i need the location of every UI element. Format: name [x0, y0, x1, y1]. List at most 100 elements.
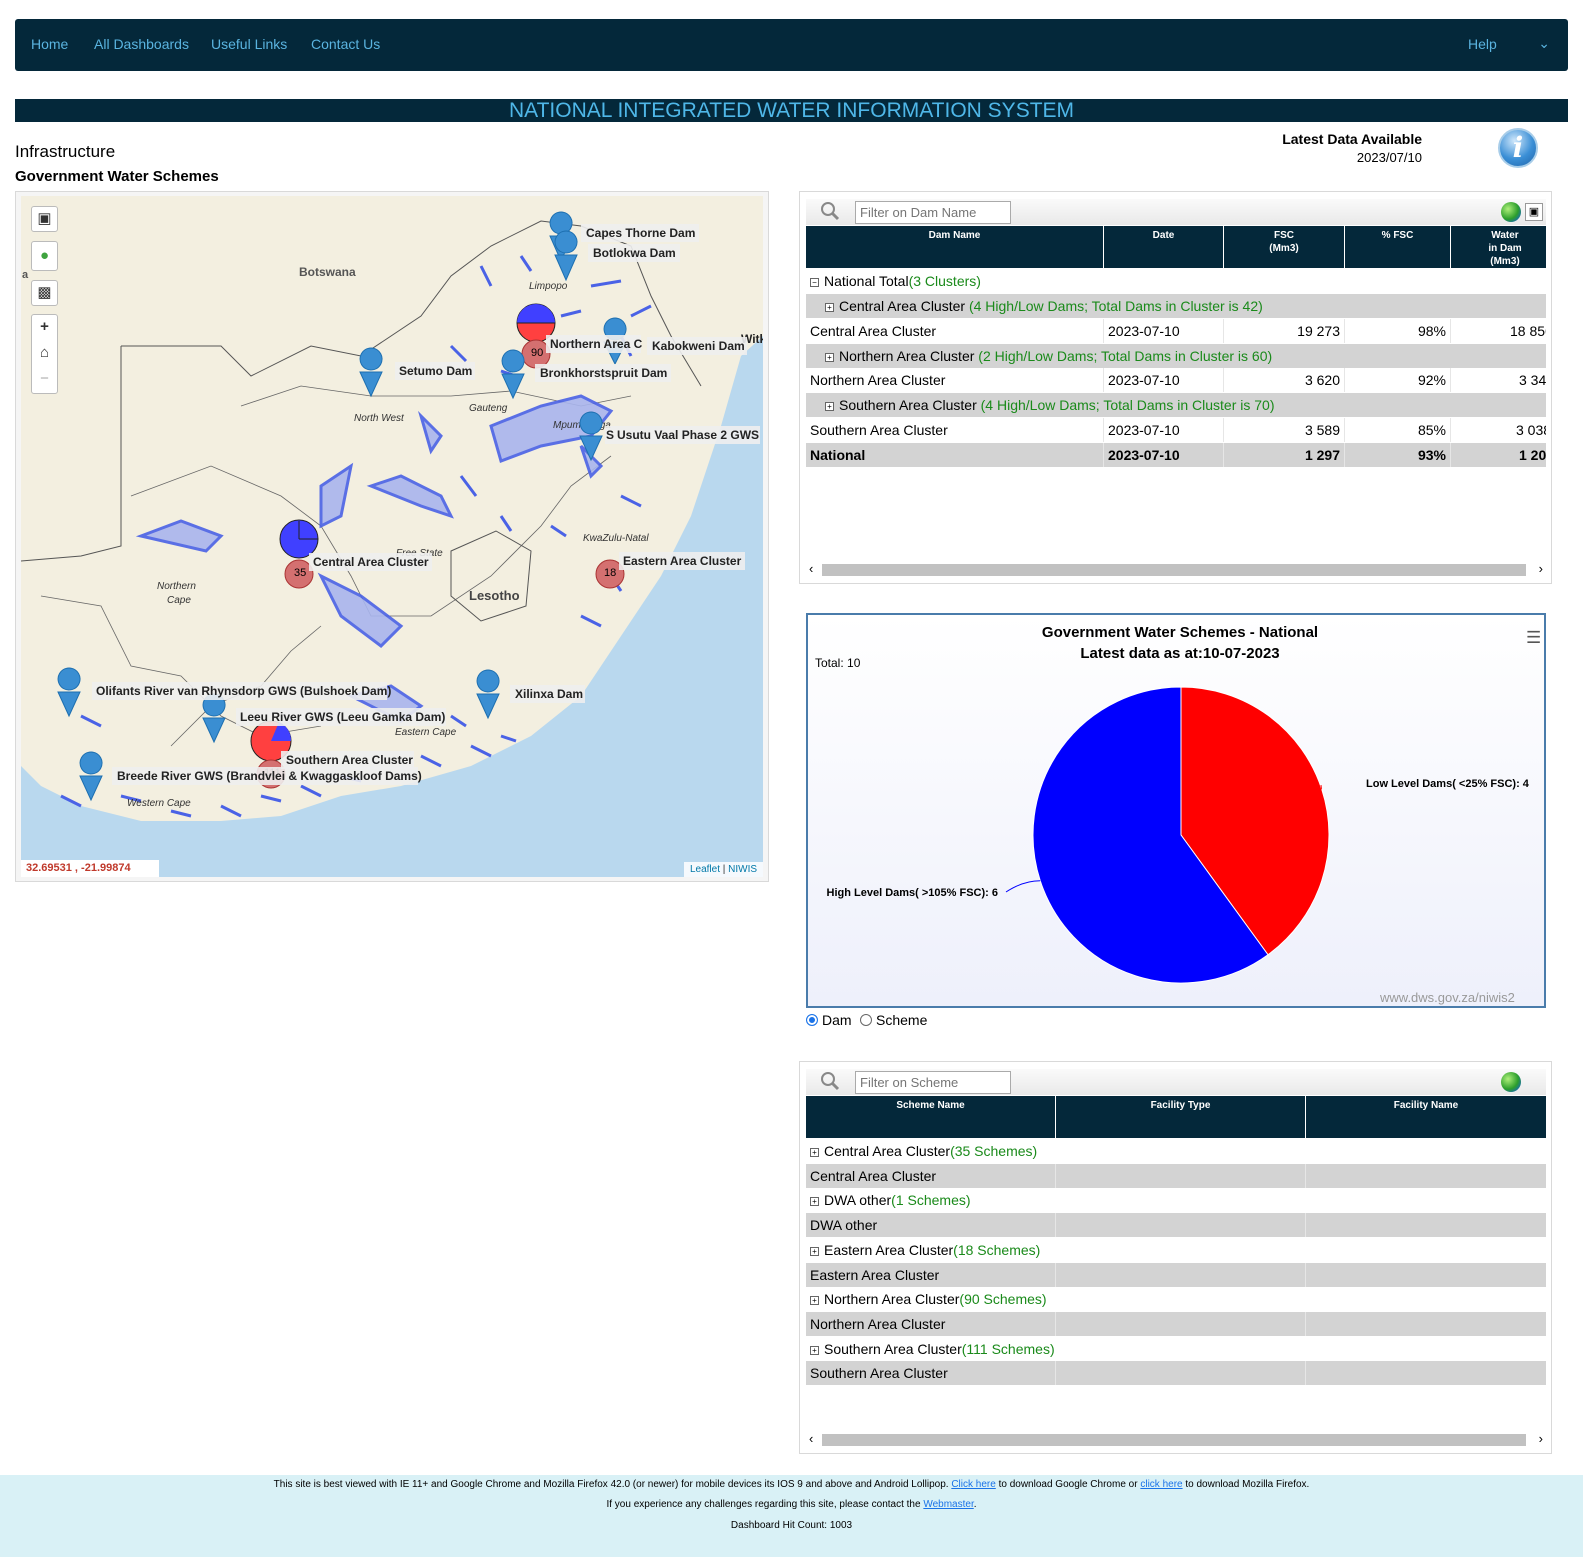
collapse-icon[interactable]: − [810, 278, 819, 287]
zoom-out-button[interactable]: − [40, 370, 49, 387]
nav-home-link[interactable]: Home [31, 36, 69, 52]
expand-icon[interactable]: + [810, 1148, 819, 1157]
nav-all-dashboards-link[interactable]: All Dashboards [94, 36, 189, 52]
marker-label: Leeu River GWS (Leeu Gamka Dam) [240, 710, 445, 724]
radio-scheme[interactable]: Scheme [860, 1012, 927, 1028]
scroll-right-icon[interactable]: › [1538, 1431, 1543, 1446]
group-row[interactable]: + Southern Area Cluster (4 High/Low Dams;… [806, 393, 1546, 417]
leaflet-link[interactable]: Leaflet [689, 864, 720, 875]
national-row[interactable]: National 2023-07-10 1 297 93% 1 205 [806, 443, 1546, 467]
expand-icon[interactable]: + [810, 1247, 819, 1256]
cell-name: Central Area Cluster [806, 319, 1104, 343]
cluster-count: 35 [294, 567, 306, 579]
table-row[interactable]: Southern Area Cluster 2023-07-10 3 589 8… [806, 418, 1546, 442]
col-water-in-dam[interactable]: Water in Dam (Mm3) [1488, 230, 1522, 267]
nav-useful-links-link[interactable]: Useful Links [211, 36, 288, 52]
radio-dam[interactable]: Dam [806, 1012, 852, 1028]
col-date[interactable]: Date [1104, 226, 1224, 268]
locate-button[interactable]: ● [31, 241, 58, 271]
map-view[interactable]: Botswana Limpopo North West Gauteng Mpum… [21, 196, 763, 877]
group-row[interactable]: + Eastern Area Cluster(18 Schemes) [806, 1238, 1546, 1262]
cell-scheme-name: Central Area Cluster [806, 1164, 1056, 1188]
region-label: a [22, 269, 29, 281]
scheme-filter-input[interactable] [855, 1071, 1011, 1094]
cell-water: 3 344 [1515, 368, 1546, 392]
radio-dam-indicator[interactable] [806, 1014, 818, 1026]
group-row[interactable]: + Southern Area Cluster(111 Schemes) [806, 1337, 1546, 1361]
footer-text: to download Mozilla Firefox. [1185, 1479, 1310, 1490]
cluster-marker-northern[interactable]: 90 [516, 303, 556, 369]
table-row[interactable]: Northern Area Cluster [806, 1312, 1546, 1336]
cluster-count: 18 [604, 567, 616, 579]
col-facility-type[interactable]: Facility Type [1056, 1096, 1306, 1138]
webmaster-link[interactable]: Webmaster [923, 1499, 974, 1510]
table-row[interactable]: Southern Area Cluster [806, 1361, 1546, 1385]
fullscreen-icon: ▣ [37, 210, 52, 227]
info-icon[interactable]: i [1498, 128, 1538, 168]
group-label: Southern Area Cluster [839, 397, 977, 413]
radio-scheme-indicator[interactable] [860, 1014, 872, 1026]
scheme-table-scrollbar[interactable]: ‹ › [806, 1431, 1546, 1448]
expand-icon[interactable]: + [825, 303, 834, 312]
table-row[interactable]: Central Area Cluster 2023-07-10 19 273 9… [806, 319, 1546, 343]
cluster-marker-eastern[interactable]: 18 [595, 559, 625, 589]
scroll-left-icon[interactable]: ‹ [809, 561, 814, 576]
expand-icon[interactable]: + [825, 402, 834, 411]
search-icon [821, 1072, 840, 1091]
expand-icon[interactable]: + [810, 1346, 819, 1355]
table-row[interactable]: Eastern Area Cluster [806, 1263, 1546, 1287]
table-row[interactable]: DWA other [806, 1213, 1546, 1237]
col-scheme-name[interactable]: Scheme Name [806, 1096, 1056, 1138]
chrome-download-link[interactable]: Click here [951, 1479, 996, 1490]
table-row[interactable]: Central Area Cluster [806, 1164, 1546, 1188]
cell-name: National [806, 443, 1104, 467]
marker-label: Central Area Cluster [313, 555, 429, 569]
cell-date: 2023-07-10 [1104, 443, 1224, 467]
firefox-download-link[interactable]: click here [1140, 1479, 1183, 1490]
dam-table-scrollbar[interactable]: ‹ › [806, 561, 1546, 578]
footer-text: If you experience any challenges regardi… [606, 1499, 921, 1510]
export-globe-icon[interactable] [1501, 202, 1521, 222]
cluster-marker-central[interactable]: 35 [279, 519, 319, 589]
col-dam-name[interactable]: Dam Name [806, 226, 1104, 268]
land-area [21, 196, 763, 821]
group-row[interactable]: + DWA other(1 Schemes) [806, 1188, 1546, 1212]
footer-text: . [973, 1499, 977, 1510]
expand-icon[interactable]: + [825, 353, 834, 362]
col-fsc[interactable]: FSC (Mm3) [1224, 226, 1345, 268]
home-button[interactable]: ⌂ [32, 341, 57, 367]
nav-help-link[interactable]: Help [1468, 36, 1497, 52]
image-icon: ▩ [37, 284, 52, 301]
col-facility-name[interactable]: Facility Name [1393, 1100, 1459, 1111]
marker-label: S [606, 428, 614, 442]
group-row[interactable]: + Central Area Cluster(35 Schemes) [806, 1139, 1546, 1163]
dam-name-filter-input[interactable] [855, 201, 1011, 224]
expand-icon[interactable]: + [810, 1296, 819, 1305]
col-pct-fsc[interactable]: % FSC [1345, 226, 1451, 268]
export-globe-icon[interactable] [1501, 1072, 1521, 1092]
pie-slice[interactable] [1032, 686, 1269, 984]
group-row[interactable]: + Northern Area Cluster(90 Schemes) [806, 1287, 1546, 1311]
expand-icon[interactable]: ▣ [1525, 203, 1543, 221]
nav-contact-us-link[interactable]: Contact Us [311, 36, 381, 52]
footer-text: to download Google Chrome or [998, 1479, 1138, 1490]
chevron-down-icon[interactable]: ⌄ [1538, 35, 1550, 51]
scroll-right-icon[interactable]: › [1538, 561, 1543, 576]
region-label: North West [354, 413, 405, 424]
group-count: (35 Schemes) [950, 1143, 1038, 1159]
cell-fsc: 3 589 [1224, 418, 1345, 442]
image-export-button[interactable]: ▩ [31, 280, 58, 306]
scheme-table-header: Scheme Name Facility Type Facility Name [806, 1096, 1546, 1138]
group-row[interactable]: + Central Area Cluster (4 High/Low Dams; … [806, 294, 1546, 318]
niwis-link[interactable]: NIWIS [728, 864, 758, 875]
expand-icon[interactable]: + [810, 1197, 819, 1206]
pie-connector [1320, 784, 1323, 790]
zoom-in-button[interactable]: + [40, 318, 49, 335]
marker-label: Breede River GWS (Brandvlei & Kwaggasklo… [117, 769, 422, 783]
fullscreen-button[interactable]: ▣ [31, 206, 58, 232]
national-total-row[interactable]: − National Total(3 Clusters) [806, 269, 1546, 293]
group-row[interactable]: + Northern Area Cluster (2 High/Low Dams;… [806, 344, 1546, 368]
table-row[interactable]: Northern Area Cluster 2023-07-10 3 620 9… [806, 368, 1546, 392]
scroll-left-icon[interactable]: ‹ [809, 1431, 814, 1446]
hamburger-menu-icon[interactable]: ☰ [1526, 628, 1542, 647]
